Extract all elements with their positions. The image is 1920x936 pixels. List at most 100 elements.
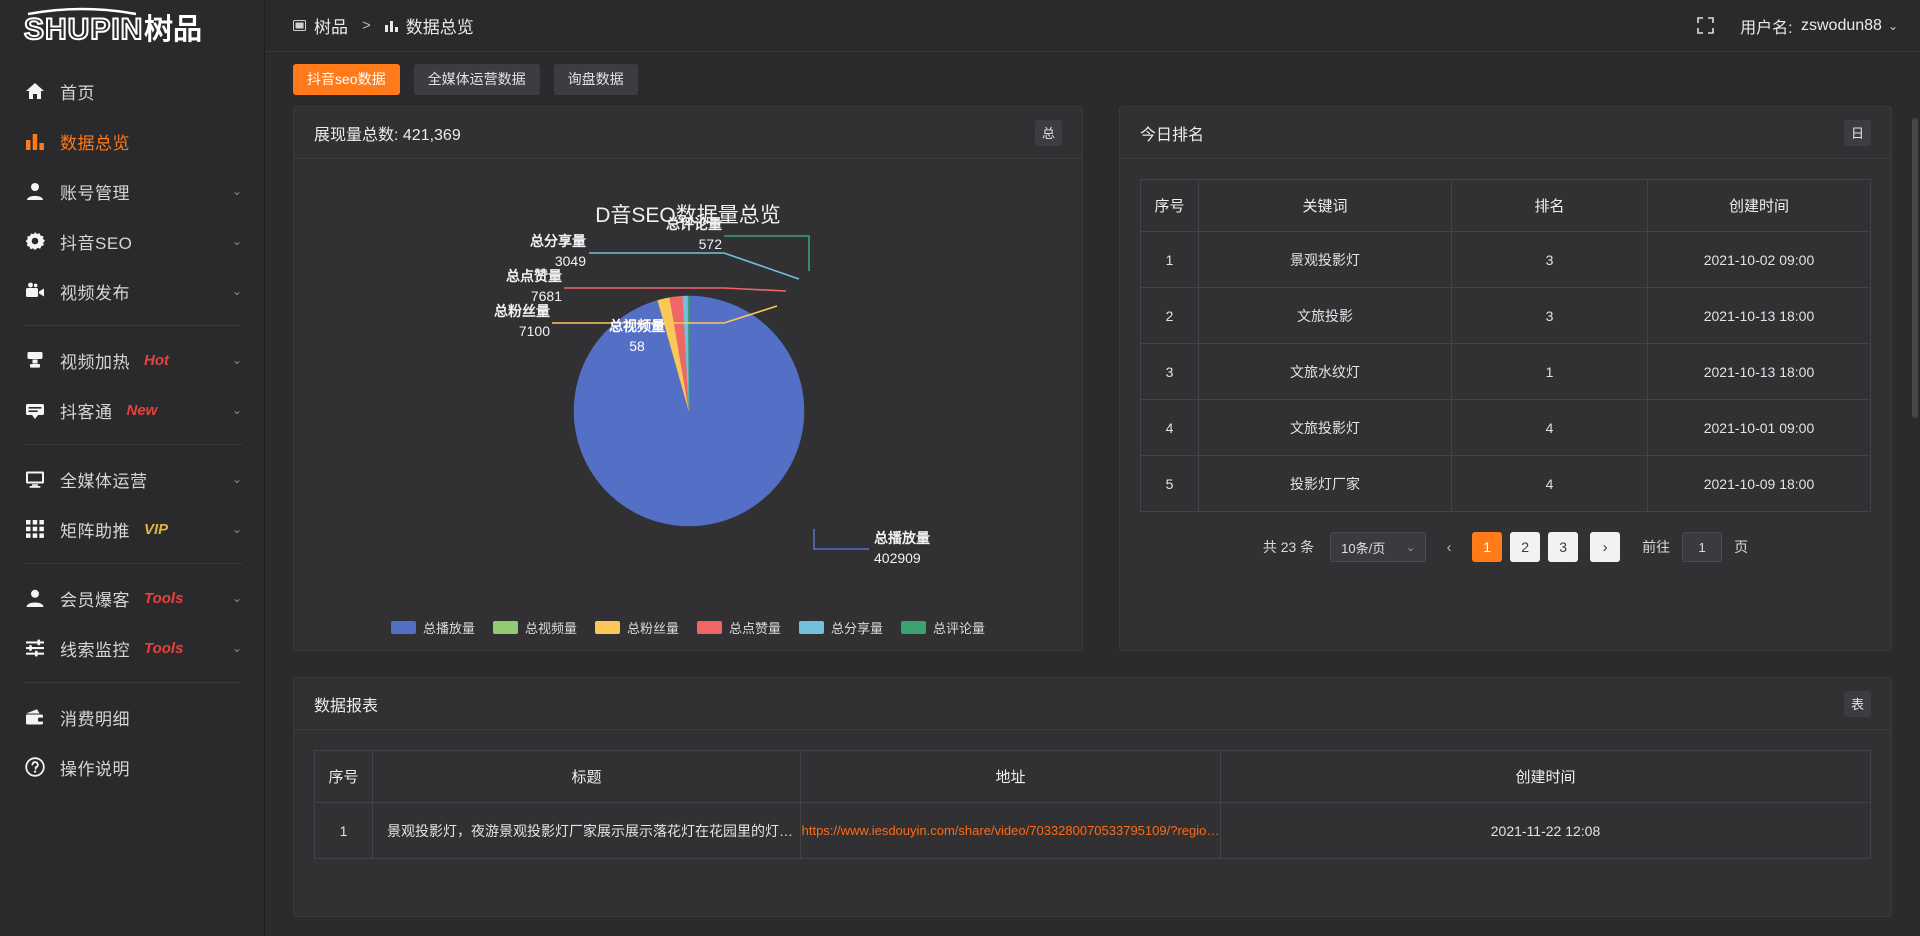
sidebar: SHUPIN 树品 首页 数据总览 账号管理 ⌄ 抖音SEO ⌄ 视频发布 ⌄ 视频加热 Hot ⌄… — [0, 0, 265, 936]
rank-cell-1: 文旅水纹灯 — [1198, 343, 1452, 400]
chart-card-badge[interactable]: 总 — [1034, 119, 1062, 146]
sidebar-item-label: 视频发布 — [60, 283, 130, 303]
legend-swatch-icon — [901, 621, 927, 634]
sidebar-item-0[interactable]: 首页 — [0, 66, 264, 116]
breadcrumb: 树品 > 数据总览 — [293, 13, 474, 38]
legend-label: 总评论量 — [933, 621, 986, 636]
pagination-next[interactable]: › — [1590, 532, 1621, 562]
legend-label: 总分享量 — [831, 621, 884, 636]
fullscreen-icon[interactable] — [1697, 17, 1714, 34]
tab-1[interactable]: 全媒体运营数据 — [413, 63, 540, 95]
sidebar-item-label: 矩阵助推 — [60, 521, 130, 541]
legend-item-2[interactable]: 总粉丝量 — [594, 618, 679, 637]
sidebar-item-12[interactable]: 操作说明 — [0, 742, 264, 792]
chart-card: 展现量总数: 421,369 总 D音SEO数据量总览 总评论量 572 总分享量 3… — [293, 106, 1083, 651]
sidebar-item-2[interactable]: 账号管理 ⌄ — [0, 166, 264, 216]
sidebar-item-badge: Hot — [144, 351, 169, 369]
bar-chart-icon — [24, 130, 46, 152]
report-col-3: 创建时间 — [1220, 750, 1871, 803]
legend-item-1[interactable]: 总视频量 — [492, 618, 577, 637]
rank-cell-1: 文旅投影 — [1198, 287, 1452, 344]
sidebar-item-label: 消费明细 — [60, 709, 130, 729]
sidebar-item-7[interactable]: 全媒体运营 ⌄ — [0, 454, 264, 504]
video-upload-icon — [24, 280, 46, 302]
page-size-select[interactable]: 10条/页 ⌄ — [1330, 532, 1427, 562]
table-row[interactable]: 4 文旅投影灯 4 2021-10-01 09:00 — [1140, 399, 1871, 456]
sidebar-nav: 首页 数据总览 账号管理 ⌄ 抖音SEO ⌄ 视频发布 ⌄ 视频加热 Hot ⌄ 抖客通 New ⌄ 全媒体… — [0, 52, 264, 792]
home-icon — [24, 80, 46, 102]
pie-slice-5[interactable] — [687, 295, 690, 412]
report-card-badge[interactable]: 表 — [1843, 690, 1871, 717]
rank-table-wrapper: 序号 关键词 排名 创建时间 1 景观投影灯 3 2021-10-02 09:00 2 文旅投影… — [1120, 159, 1891, 512]
legend-item-3[interactable]: 总点赞量 — [697, 618, 781, 637]
legend-item-0[interactable]: 总播放量 — [390, 618, 475, 637]
pie-leader-line-1 — [589, 252, 800, 280]
rank-cell-2: 4 — [1451, 455, 1648, 512]
vertical-scrollbar[interactable] — [1912, 118, 1918, 418]
legend-swatch-icon — [492, 621, 518, 634]
pie-label-总粉丝量: 总粉丝量 7100 — [494, 303, 550, 339]
svg-text:总播放量: 总播放量 — [874, 530, 930, 546]
tab-label: 抖音seo数据 — [307, 71, 386, 87]
breadcrumb-root[interactable]: 树品 — [293, 13, 348, 38]
brand-logo[interactable]: SHUPIN 树品 — [0, 0, 264, 52]
table-row[interactable]: 3 文旅水纹灯 1 2021-10-13 18:00 — [1140, 343, 1871, 400]
topbar: 树品 > 数据总览 用户名: zswodun88 — [265, 0, 1920, 52]
legend-label: 总点赞量 — [729, 621, 782, 636]
rank-col-2: 排名 — [1451, 179, 1648, 232]
tab-0[interactable]: 抖音seo数据 — [293, 63, 400, 95]
sidebar-item-9[interactable]: 会员爆客 Tools ⌄ — [0, 573, 264, 623]
sidebar-item-11[interactable]: 消费明细 — [0, 692, 264, 742]
user-menu[interactable]: 用户名: zswodun88 ⌄ — [1740, 14, 1898, 38]
pagination-prev[interactable]: ‹ — [1446, 538, 1452, 556]
table-row[interactable]: 2 文旅投影 3 2021-10-13 18:00 — [1140, 287, 1871, 344]
table-row[interactable]: 5 投影灯厂家 4 2021-10-09 18:00 — [1140, 455, 1871, 512]
rank-card-header: 今日排名 日 — [1120, 107, 1891, 159]
report-url-link[interactable]: https://www.iesdouyin.com/share/video/70… — [801, 823, 1220, 838]
gear-icon — [24, 230, 46, 252]
rank-cell-1: 投影灯厂家 — [1198, 455, 1452, 512]
pagination-page-1[interactable]: 1 — [1472, 532, 1503, 562]
rank-cell-0: 1 — [1140, 231, 1199, 288]
sidebar-item-8[interactable]: 矩阵助推 VIP ⌄ — [0, 504, 264, 554]
report-col-0: 序号 — [314, 750, 373, 803]
legend-swatch-icon — [697, 621, 722, 634]
sidebar-item-badge: Tools — [144, 589, 184, 607]
sidebar-item-5[interactable]: 视频加热 Hot ⌄ — [0, 335, 264, 385]
legend-label: 总视频量 — [524, 621, 577, 636]
rank-card-badge[interactable]: 日 — [1843, 119, 1871, 146]
pie-label-总播放量: 总播放量 402909 — [874, 530, 930, 566]
sidebar-item-10[interactable]: 线索监控 Tools ⌄ — [0, 623, 264, 673]
pie-leader-line-3 — [552, 305, 778, 324]
svg-text:58: 58 — [629, 338, 645, 354]
rank-cell-3: 2021-10-13 18:00 — [1647, 287, 1871, 344]
rank-cell-0: 2 — [1140, 287, 1199, 344]
sidebar-item-badge: VIP — [144, 520, 169, 538]
sidebar-item-6[interactable]: 抖客通 New ⌄ — [0, 385, 264, 435]
legend-item-4[interactable]: 总分享量 — [799, 618, 883, 637]
svg-text:总点赞量: 总点赞量 — [506, 268, 562, 284]
legend-item-5[interactable]: 总评论量 — [901, 618, 985, 637]
sidebar-item-1[interactable]: 数据总览 — [0, 116, 264, 166]
grid-icon — [24, 518, 46, 540]
breadcrumb-current[interactable]: 数据总览 — [384, 13, 474, 38]
pie-label-总点赞量: 总点赞量 7681 — [506, 268, 562, 304]
pagination-goto-input[interactable] — [1682, 532, 1723, 562]
pagination-page-2[interactable]: 2 — [1510, 532, 1541, 562]
monitor-icon — [24, 468, 46, 490]
table-row[interactable]: 1 景观投影灯 3 2021-10-02 09:00 — [1140, 231, 1871, 288]
rank-col-3: 创建时间 — [1647, 179, 1871, 232]
chevron-down-icon: ⌄ — [231, 403, 242, 417]
sidebar-item-3[interactable]: 抖音SEO ⌄ — [0, 216, 264, 266]
sidebar-item-4[interactable]: 视频发布 ⌄ — [0, 266, 264, 316]
chevron-down-icon: ⌄ — [231, 353, 242, 367]
tab-2[interactable]: 询盘数据 — [553, 63, 638, 95]
report-cell-index: 1 — [314, 802, 373, 859]
pagination-page-3[interactable]: 3 — [1548, 532, 1579, 562]
sidebar-divider — [24, 444, 242, 445]
chevron-down-icon: ⌄ — [231, 184, 242, 198]
rank-pagination: 共 23 条 10条/页 ⌄ ‹ 123 › 前往 页 — [1120, 512, 1891, 582]
pie-chart: D音SEO数据量总览 总评论量 572 总分享量 3049 总点赞量 7681 总粉丝量 71… — [294, 159, 1082, 651]
chevron-down-icon: ⌄ — [231, 284, 242, 298]
